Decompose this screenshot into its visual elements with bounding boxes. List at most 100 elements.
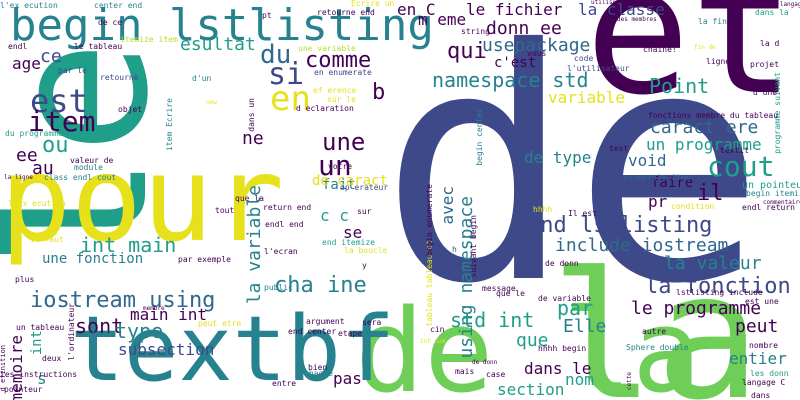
word-un: un: [318, 149, 352, 182]
word-ef-erence: ef erence: [313, 86, 357, 95]
word-ou: ou: [42, 133, 69, 158]
word-autre: autre: [642, 327, 667, 336]
word-cout: cout: [707, 150, 775, 183]
word-Sphere-double: Sphere double: [626, 343, 689, 352]
word-l-ordinateur: l'ordinateur: [67, 303, 76, 361]
word-return-end: return end: [263, 203, 312, 212]
word-fait: fait: [322, 177, 356, 193]
word-message: message: [482, 284, 516, 293]
word-peut: peut: [735, 316, 779, 337]
word-si: si: [268, 57, 305, 92]
word-retourne: retourne: [100, 73, 139, 82]
word-condition: condition: [671, 202, 715, 211]
word-est-une: est une: [745, 297, 779, 306]
word-dans-le: dans le: [524, 359, 592, 378]
word-membre: membre: [143, 305, 165, 312]
word-endl: endl: [8, 42, 28, 51]
word-votre: votre: [328, 162, 353, 171]
word-dans-la: dans la: [755, 8, 789, 17]
word-vous: vous: [527, 49, 547, 58]
word-d-eclaration: d eclaration: [296, 104, 354, 113]
word-iostream-using: iostream using: [30, 288, 216, 313]
word-en-enumerate: en enumerate: [314, 68, 372, 77]
word-string: string: [461, 27, 490, 36]
word-des-membres: des membres: [617, 16, 657, 23]
word-projet: projet: [750, 60, 779, 69]
word-esultat: esultat: [180, 34, 256, 55]
word-retourne-end: retourne end: [317, 8, 375, 17]
word-que-le: que le: [496, 289, 525, 298]
word-la-fin: la fin: [698, 17, 727, 26]
word-les-donn: les donn: [750, 369, 789, 378]
word-s: s: [37, 369, 47, 388]
word-end-lstlisting: end lstlisting: [527, 213, 713, 238]
word-argument: argument: [306, 317, 345, 326]
word-Ecrire-un: Ecrire un: [351, 0, 395, 8]
word-std-int: std int: [450, 308, 535, 332]
word-la-valeur: la valeur: [664, 253, 762, 274]
word-y: y: [362, 261, 367, 270]
word-comme: comme: [305, 48, 372, 73]
word-faire: faire: [651, 175, 694, 191]
word-subsection: subsection: [118, 340, 215, 359]
word-sont: sont: [75, 314, 124, 338]
word-nom: nom: [565, 370, 594, 389]
word-qui: qui: [447, 39, 487, 64]
word-un-programme: un programme: [646, 135, 762, 154]
word-la-boucle: la boucle: [344, 246, 388, 255]
word-en-C: en C: [397, 0, 436, 19]
word-main-int: main int: [130, 305, 208, 324]
word-la-ligne: la ligne: [4, 174, 33, 181]
word-les-instructions: les instructions: [0, 370, 78, 379]
word-pas: pas: [333, 369, 362, 388]
word-dans-un: dans un: [247, 98, 256, 132]
word-public: public: [264, 283, 293, 292]
word-de-donn-2: de donn: [472, 359, 498, 366]
word-b: b: [372, 80, 386, 105]
word-etape: etape: [338, 329, 363, 338]
word-de-variable: de variable: [538, 294, 591, 303]
word-c-est: c'est: [494, 55, 537, 71]
word-deux: deux: [42, 354, 62, 363]
word-que: que: [516, 330, 549, 351]
word-begin-center: begin center: [475, 108, 484, 166]
word-pour: pour: [0, 130, 285, 268]
word-est: est: [30, 82, 88, 120]
word-fin-de: fin de: [694, 44, 716, 51]
word-la-fonction: la fonction: [645, 274, 791, 299]
word-l-ecran: l'ecran: [264, 247, 298, 256]
word-Point: Point: [649, 74, 710, 98]
word-avec: avec: [438, 186, 457, 225]
word-nombre: nombre: [749, 341, 778, 350]
word-de-donn: de donn: [545, 259, 579, 268]
word-l-ex-ecution: l'ex ecution: [0, 1, 58, 10]
word-code: code: [574, 54, 594, 63]
word-lstlisting-include: lstlisting include: [676, 288, 763, 297]
word-endl-return: endl return: [742, 203, 795, 212]
word-il-faut: il faut: [30, 235, 64, 244]
word-de-type: de type: [524, 148, 592, 167]
word-il: il: [697, 181, 724, 206]
word-new: new: [206, 99, 217, 106]
word-cette: cette: [626, 372, 633, 391]
word-fonctions-membre-du-tableau: fonctions membre du tableau: [648, 111, 779, 120]
word-center-end: center end: [94, 1, 143, 10]
word-ligne: ligne: [706, 57, 731, 66]
word-itemize-item: itemize item: [120, 35, 178, 44]
word-op-erateur: op erateur: [340, 183, 389, 192]
word-donn-ee: donn ee: [486, 18, 562, 39]
word-c-c: c c: [320, 206, 349, 225]
word-include-iostream: include iostream: [555, 235, 729, 256]
word-pr: pr: [648, 192, 668, 211]
word-une: une: [322, 128, 366, 156]
word-textbf: textbf: [70, 297, 396, 400]
word-une-fonction: une fonction: [42, 251, 144, 267]
word-endl-end: endl end: [265, 220, 304, 229]
word-d-une: d'une: [753, 88, 778, 97]
word-le-tableau: le tableau: [74, 42, 123, 51]
word-par-le: par le: [58, 66, 87, 75]
word-m-eme: m eme: [418, 10, 467, 29]
word-ce: ce: [40, 46, 62, 67]
word-de: de: [380, 0, 766, 354]
